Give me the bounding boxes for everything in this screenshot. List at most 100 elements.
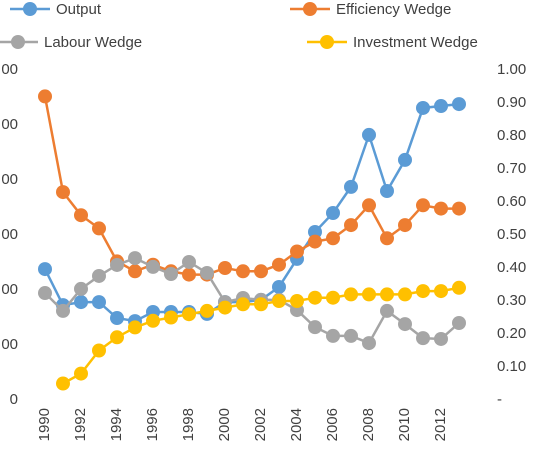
series-marker (344, 179, 358, 194)
series-marker (92, 221, 106, 236)
y2-tick-label: 0.90 (497, 94, 526, 111)
x-tick-label: 1996 (144, 408, 161, 441)
series-marker (92, 343, 106, 358)
legend-marker (23, 2, 37, 16)
series-marker (398, 287, 412, 302)
series-marker (452, 280, 466, 295)
series-marker (128, 320, 142, 335)
series-marker (74, 208, 88, 223)
series-marker (290, 244, 304, 259)
series-marker (362, 287, 376, 302)
series-marker (110, 257, 124, 272)
y2-tick-label: 0.40 (497, 259, 526, 276)
series-marker (182, 267, 196, 282)
series-marker (380, 231, 394, 246)
series-marker (182, 254, 196, 269)
series-marker (290, 294, 304, 308)
x-tick-label: 1992 (72, 408, 89, 441)
series-marker (110, 330, 124, 345)
series-marker (326, 328, 340, 343)
y-tick-label: 00 (1, 171, 18, 188)
series-marker (200, 265, 214, 280)
series-marker (326, 231, 340, 246)
series-marker (398, 152, 412, 167)
y2-tick-label: 0.80 (497, 127, 526, 144)
series-marker (416, 198, 430, 213)
series-marker (434, 99, 448, 114)
series-marker (56, 376, 70, 391)
y2-tick-label: 1.00 (497, 61, 526, 78)
series-marker (74, 281, 88, 296)
y-tick-label: 00 (1, 226, 18, 243)
x-tick-label: 2002 (252, 408, 269, 441)
series-marker (326, 206, 340, 220)
series-marker (272, 257, 286, 272)
series-marker (128, 264, 142, 279)
series-marker (452, 201, 466, 216)
series-marker (254, 297, 268, 312)
y2-tick-label: 0.50 (497, 226, 526, 243)
x-tick-label: 2012 (432, 408, 449, 441)
legend-label: Output (56, 1, 102, 18)
series-marker (362, 198, 376, 213)
series-marker (308, 234, 322, 249)
x-tick-label: 1994 (108, 408, 125, 441)
series-line (43, 96, 459, 276)
series-marker (56, 185, 70, 200)
series-marker (434, 284, 448, 299)
series-marker (272, 279, 286, 294)
series-marker (164, 310, 178, 325)
series-marker (344, 328, 358, 343)
series-marker (344, 218, 358, 233)
series-marker (416, 100, 430, 115)
y-tick-label: 0 (10, 391, 18, 408)
series-marker (452, 316, 466, 330)
series-marker (38, 262, 52, 277)
y2-tick-label: 0.10 (497, 358, 526, 375)
series-marker (92, 268, 106, 283)
y2-tick-label: - (497, 391, 502, 408)
series-marker (380, 184, 394, 198)
series-marker (110, 311, 124, 326)
series-marker (434, 201, 448, 216)
series-marker (416, 331, 430, 346)
series-marker (74, 366, 88, 381)
series-marker (236, 264, 250, 279)
series-marker (218, 261, 232, 275)
series-marker (308, 224, 322, 239)
y-tick-label: 00 (1, 281, 18, 298)
legend-label: Investment Wedge (353, 34, 478, 51)
series-marker (218, 300, 232, 315)
series-marker (308, 290, 322, 305)
series-marker (146, 313, 160, 328)
series-marker (164, 267, 178, 282)
series-marker (74, 295, 88, 310)
series-marker (308, 320, 322, 335)
series-marker (146, 259, 160, 274)
y2-tick-label: 0.20 (497, 325, 526, 342)
series-marker (416, 284, 430, 299)
y2-tick-label: 0.70 (497, 160, 526, 177)
series-marker (326, 290, 340, 305)
x-tick-label: 1990 (36, 408, 53, 441)
series-marker (92, 295, 106, 310)
series-marker (38, 286, 52, 301)
series-marker (380, 287, 394, 302)
x-tick-label: 2004 (288, 408, 305, 441)
series-marker (398, 317, 412, 332)
series-marker (380, 303, 394, 318)
series-marker (38, 89, 52, 104)
x-tick-label: 1998 (180, 408, 197, 441)
series-marker (200, 303, 214, 318)
series-marker (128, 251, 142, 266)
legend-label: Efficiency Wedge (336, 1, 451, 18)
series-marker (272, 294, 286, 308)
series-marker (56, 303, 70, 318)
series-marker (182, 307, 196, 322)
series-line (43, 102, 460, 323)
series-marker (236, 297, 250, 312)
x-tick-label: 2010 (396, 408, 413, 441)
y-tick-label: 00 (1, 61, 18, 78)
x-tick-label: 2008 (360, 408, 377, 441)
